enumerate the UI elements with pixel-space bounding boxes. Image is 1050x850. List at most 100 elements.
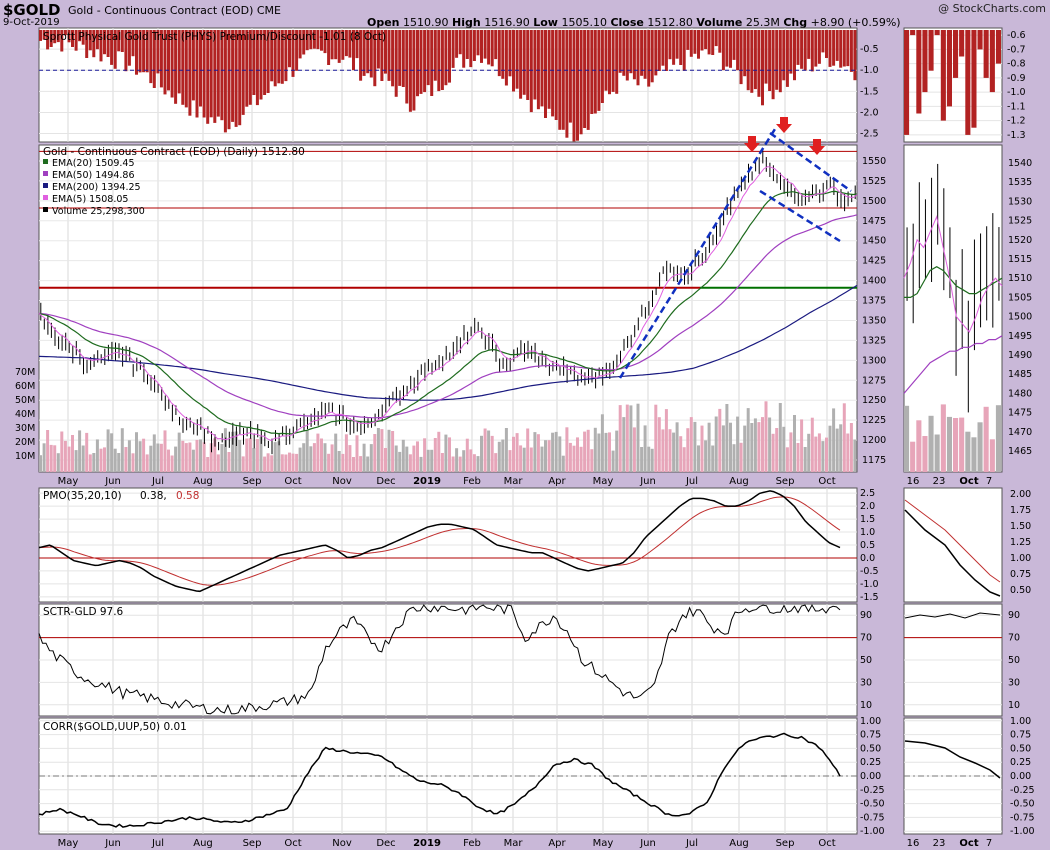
sctr-title: SCTR-GLD 97.6 [43, 606, 124, 618]
phys-bar [643, 30, 647, 79]
volume-bar [309, 446, 313, 472]
phys-bar [711, 30, 715, 55]
phys-bar [85, 30, 89, 58]
month-label: Jul [685, 838, 698, 849]
phys-bar [209, 30, 213, 118]
volume-bar [117, 453, 121, 472]
phys-bar [248, 30, 252, 105]
volume-bar [167, 449, 170, 472]
month-label: Apr [548, 476, 566, 487]
phys-bar [753, 30, 757, 90]
phys-bar [419, 30, 423, 94]
volume-bar [199, 439, 202, 472]
volume-tick-label: 30M [15, 423, 35, 434]
phys-bar [789, 30, 793, 74]
phys-bar [433, 30, 437, 81]
volume-bar [458, 456, 462, 472]
volume-bar [312, 443, 316, 472]
volume-bar [721, 425, 725, 472]
volume-bar [231, 431, 235, 472]
month-label: Oct [284, 476, 301, 487]
month-label: Sep [776, 838, 795, 849]
volume-bar [480, 435, 483, 472]
legend-entry: EMA(200) 1394.25 [52, 182, 141, 193]
price-tick-label: 1550 [862, 156, 886, 167]
volume-bar [298, 447, 302, 472]
volume-bar [131, 453, 135, 472]
month-label: Oct [818, 838, 835, 849]
phys-bar [729, 30, 732, 68]
volume-bar [81, 445, 85, 472]
phys-bar [608, 30, 611, 95]
volume-bar [529, 447, 533, 472]
phys-bar [177, 30, 181, 94]
phys-bar [46, 30, 50, 50]
volume-bar [124, 447, 128, 472]
y-tick-label: 0.25 [860, 757, 881, 768]
volume-bar [825, 437, 828, 472]
volume-bar [572, 445, 576, 472]
phys-bar [771, 30, 775, 100]
phys-bar [366, 30, 370, 74]
phys-bar [67, 30, 71, 43]
volume-bar [800, 419, 804, 472]
volume-bar [853, 439, 857, 472]
phys-bar [234, 30, 238, 127]
volume-bar [761, 417, 764, 472]
volume-bar [423, 438, 427, 472]
volume-bar [163, 430, 167, 472]
volume-bar [145, 454, 149, 472]
volume-bar [714, 416, 718, 472]
phys-bar [39, 30, 42, 41]
volume-bar [807, 433, 811, 472]
volume-bar [327, 453, 331, 472]
volume-bar [743, 425, 747, 472]
phys-bar [405, 30, 409, 104]
price-tick-label: 1375 [862, 296, 886, 307]
phys-bar [832, 30, 836, 66]
phys-bar [846, 30, 850, 67]
phys-bar [238, 30, 242, 126]
phys-bar [341, 30, 345, 60]
phys-bar [416, 30, 419, 97]
pmo-value-a: 0.38, [140, 490, 167, 502]
volume-bar [775, 428, 779, 472]
y-tick-label: 30 [1008, 677, 1020, 688]
volume-bar [220, 444, 224, 472]
phys-bar [448, 30, 451, 83]
phys-bar [519, 30, 523, 99]
price-tick-label: 1200 [862, 435, 886, 446]
volume-bar [92, 453, 96, 472]
volume-bar [622, 417, 626, 472]
exchange-text: CME [256, 4, 281, 17]
phys-bar [810, 30, 814, 72]
volume-bar [526, 428, 530, 472]
phys-bar [440, 30, 444, 90]
volume-bar [184, 443, 188, 472]
volume-bar [248, 438, 252, 472]
phys-bar [480, 30, 483, 63]
phys-bar [127, 30, 131, 66]
phys-bar [49, 30, 53, 47]
volume-bar [835, 428, 839, 472]
volume-bar [366, 456, 370, 472]
phys-bar [512, 30, 515, 92]
volume-bar [711, 445, 715, 472]
zoom-volume-bar [934, 434, 940, 472]
month-label: Jun [639, 838, 656, 849]
month-label: Jul [151, 476, 164, 487]
volume-bar [170, 455, 174, 472]
y-tick-label: 30 [860, 677, 872, 688]
phys-bar [668, 30, 672, 60]
phys-bar [803, 30, 807, 71]
zoom-price-tick: 1510 [1008, 273, 1032, 284]
pmo-line [38, 490, 841, 593]
volume-bar [67, 446, 71, 472]
zoom-price-tick: 1515 [1008, 254, 1032, 265]
phys-bar [316, 30, 320, 50]
y-tick-label: 0.00 [1010, 771, 1031, 782]
phys-bar [81, 30, 85, 45]
volume-bar [643, 425, 647, 472]
phys-bar [252, 30, 256, 95]
phys-bar [736, 30, 740, 71]
